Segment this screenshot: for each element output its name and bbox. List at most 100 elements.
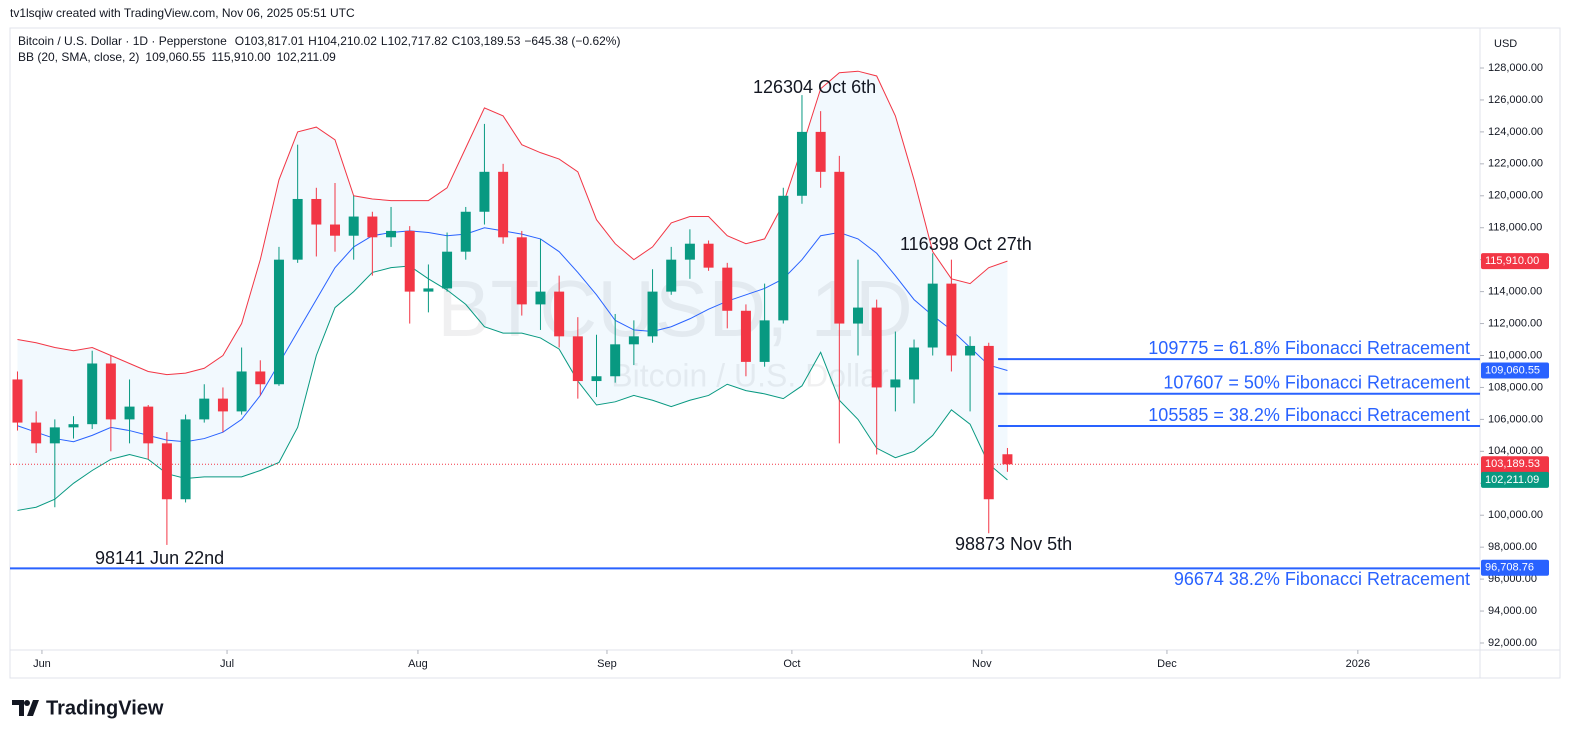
candle-body xyxy=(292,198,303,260)
y-tick-label: 112,000.00 xyxy=(1488,317,1542,329)
indicator-name: BB (20, SMA, close, 2) xyxy=(18,50,139,64)
fib-label: 109775 = 61.8% Fibonacci Retracement xyxy=(1148,338,1470,358)
y-tick-label: 126,000.00 xyxy=(1488,94,1543,106)
x-tick-label: Aug xyxy=(408,658,428,670)
y-tick-label: 124,000.00 xyxy=(1488,126,1543,138)
candle-body xyxy=(404,230,415,292)
credit: tv1lsqiw created with TradingView.com, N… xyxy=(10,6,355,20)
candle-body xyxy=(647,291,658,337)
price-tag xyxy=(1481,471,1549,488)
candle-body xyxy=(12,379,23,423)
price-tag-label: 115,910.00 xyxy=(1485,255,1539,267)
candle-body xyxy=(890,379,901,388)
candle-body xyxy=(199,398,210,420)
indicator-value: 115,910.00 xyxy=(211,50,270,64)
candle-body xyxy=(703,243,714,268)
candle-body xyxy=(161,443,172,500)
candle-body xyxy=(983,345,994,500)
indicator-value: 102,211.09 xyxy=(277,50,336,64)
candle-body xyxy=(815,131,826,172)
candle-body xyxy=(460,211,471,252)
price-tag xyxy=(1481,253,1549,270)
price-tag-label: 102,211.09 xyxy=(1485,474,1539,486)
support-label: 96674 38.2% Fibonacci Retracement xyxy=(1174,569,1470,589)
y-tick-label: 106,000.00 xyxy=(1488,413,1543,425)
ohlc-value: 104,210.02 xyxy=(317,34,377,48)
candle-body xyxy=(516,237,527,305)
candle-body xyxy=(87,363,98,425)
candle-body xyxy=(236,371,247,412)
y-tick-label: 100,000.00 xyxy=(1488,509,1543,521)
price-tag-label: 103,189.53 xyxy=(1485,458,1540,470)
price-tag xyxy=(1481,362,1549,379)
candle-body xyxy=(946,283,957,356)
candle-body xyxy=(591,376,602,382)
y-tick-label: 122,000.00 xyxy=(1488,158,1543,170)
y-tick-label: 110,000.00 xyxy=(1488,349,1542,361)
x-tick-label: Jun xyxy=(33,658,51,670)
annotation: 116398 Oct 27th xyxy=(900,234,1032,254)
candle-body xyxy=(778,195,789,321)
candle-body xyxy=(684,243,695,260)
logo: TradingView xyxy=(12,697,164,719)
x-tick-label: Nov xyxy=(972,658,992,670)
candle-body xyxy=(853,307,864,324)
symbol-title: Bitcoin / U.S. Dollar · 1D · Pepperstone xyxy=(18,34,227,48)
y-tick-label: 120,000.00 xyxy=(1488,190,1543,202)
candle-body xyxy=(740,310,751,362)
y-tick-label: 104,000.00 xyxy=(1488,445,1543,457)
candle-body xyxy=(479,171,490,212)
candle-body xyxy=(572,336,583,382)
candle-body xyxy=(273,259,284,385)
logo-text: TradingView xyxy=(46,697,164,719)
y-tick-label: 92,000.00 xyxy=(1488,637,1537,649)
candle-body xyxy=(442,251,453,289)
candle-body xyxy=(367,216,378,238)
candle-body xyxy=(1002,454,1013,465)
candle-body xyxy=(796,131,807,196)
candle-body xyxy=(666,259,677,292)
y-tick-label: 96,000.00 xyxy=(1488,573,1537,585)
candle-body xyxy=(105,363,116,420)
band-line xyxy=(17,70,1008,376)
candle-body xyxy=(31,422,42,444)
candle-body xyxy=(330,224,341,236)
annotation: 98141 Jun 22nd xyxy=(95,548,224,568)
candle-body xyxy=(759,320,770,362)
fib-label: 105585 = 38.2% Fibonacci Retracement xyxy=(1148,405,1470,425)
candle-body xyxy=(927,283,938,348)
candle-body xyxy=(68,424,79,428)
price-tag-label: 109,060.55 xyxy=(1485,364,1540,376)
candle-body xyxy=(498,171,509,238)
y-tick-label: 118,000.00 xyxy=(1488,222,1542,234)
ohlc-value: 103,817.01 xyxy=(244,34,304,48)
y-tick-label: 98,000.00 xyxy=(1488,541,1537,553)
ohlc-value: 102,717.82 xyxy=(388,34,448,48)
fib-label: 107607 = 50% Fibonacci Retracement xyxy=(1163,372,1470,392)
indicator-value: 109,060.55 xyxy=(145,50,205,64)
candle-body xyxy=(871,307,882,388)
currency: USD xyxy=(1494,38,1517,50)
candle-body xyxy=(909,347,920,380)
candle-body xyxy=(610,344,621,377)
annotation: 98873 Nov 5th xyxy=(955,534,1072,554)
x-tick-label: Jul xyxy=(220,658,234,670)
ohlc-key: O xyxy=(235,34,244,48)
y-tick-label: 128,000.00 xyxy=(1488,62,1543,74)
change: −645.38 (−0.62%) xyxy=(524,34,620,48)
ohlc-key: C xyxy=(452,34,461,48)
candle-body xyxy=(180,419,191,500)
candle-body xyxy=(965,345,976,356)
x-tick-label: Sep xyxy=(597,658,617,670)
x-tick-label: 2026 xyxy=(1346,658,1370,670)
watermark: Bitcoin / U.S. Dollar xyxy=(611,357,889,393)
y-tick-label: 94,000.00 xyxy=(1488,605,1537,617)
price-tag xyxy=(1481,559,1549,576)
candle-body xyxy=(554,291,565,337)
x-tick-label: Oct xyxy=(783,658,800,670)
candle-body xyxy=(311,198,322,225)
candle-body xyxy=(348,216,359,236)
candle-body xyxy=(49,427,60,444)
